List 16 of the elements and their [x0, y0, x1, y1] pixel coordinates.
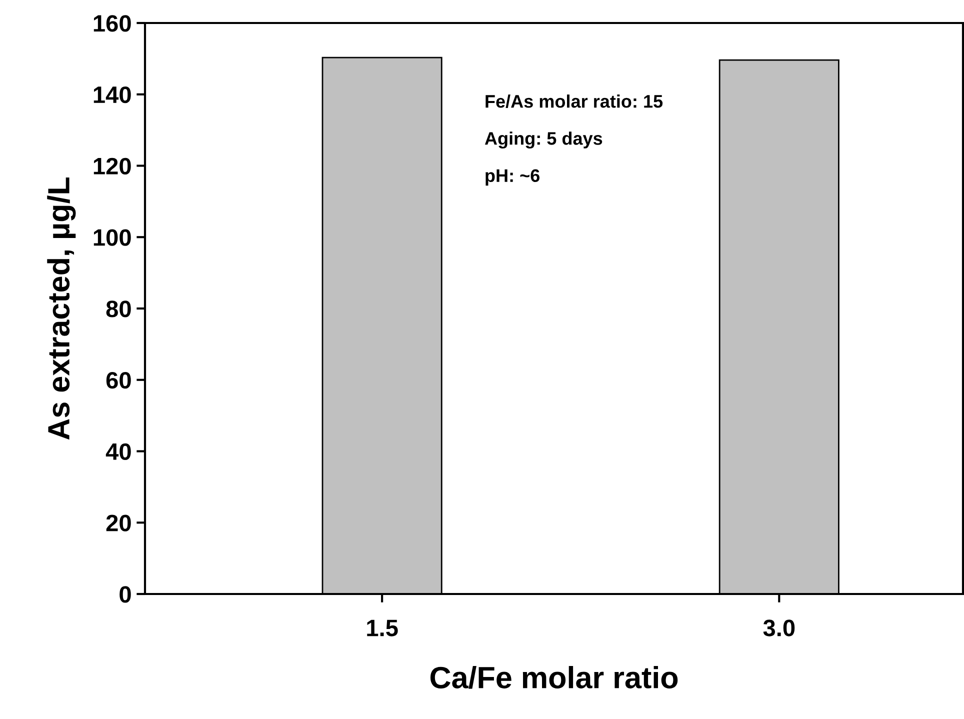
x-tick-label: 1.5: [367, 620, 398, 636]
y-tick-label: 140: [94, 86, 131, 104]
y-axis-title: As extracted, µg/L: [47, 178, 76, 440]
annotation: Fe/As molar ratio: 15: [486, 94, 663, 108]
y-tick-label: 100: [94, 229, 131, 246]
y-tick-label: 40: [106, 443, 131, 460]
y-tick-label: 80: [106, 300, 131, 318]
y-tick-label: 0: [120, 586, 131, 603]
y-tick-label: 60: [106, 372, 131, 389]
x-axis-title: Ca/Fe molar ratio: [430, 666, 678, 689]
annotation: Aging: 5 days: [484, 132, 602, 149]
y-tick-label: 120: [94, 158, 131, 175]
x-tick-label: 3.0: [763, 620, 795, 636]
annotation: pH: ~6: [486, 169, 540, 186]
y-tick-label: 20: [106, 514, 131, 532]
y-tick-label: 160: [94, 15, 131, 32]
